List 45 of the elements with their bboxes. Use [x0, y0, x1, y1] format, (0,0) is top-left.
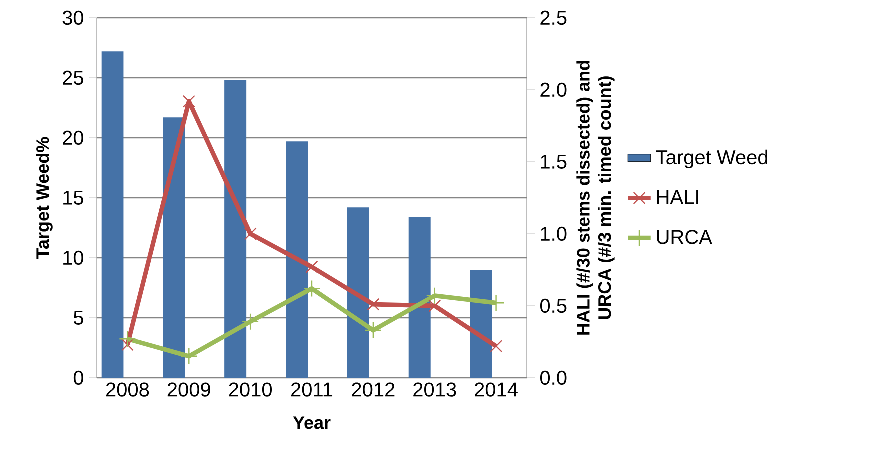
- y-tick-label: 20: [63, 130, 84, 146]
- y2-tick-label: 0.5: [540, 298, 567, 314]
- bar: [347, 208, 370, 378]
- bar: [408, 217, 431, 378]
- y-tick-label: 25: [63, 70, 84, 86]
- y-tick-label: 15: [64, 191, 84, 205]
- point: [242, 313, 260, 330]
- y2-tick-label: 2.5: [540, 10, 567, 26]
- y2-tick-label: 0.0: [540, 370, 567, 386]
- bar: [470, 270, 492, 378]
- y-tick-label: 5: [74, 311, 84, 325]
- point: [428, 300, 442, 312]
- point: [303, 280, 321, 298]
- y-tick-label: 0: [74, 370, 84, 386]
- point: [119, 330, 136, 348]
- y2-tick-label: 1.5: [541, 155, 567, 169]
- point: [244, 228, 257, 240]
- point: [121, 338, 134, 352]
- point: [364, 322, 382, 340]
- y-axis-title: Target Weed%: [36, 137, 53, 259]
- x-tick-label: 2014: [475, 382, 518, 397]
- legend-label: URCA: [657, 230, 712, 244]
- point: [182, 95, 196, 108]
- x-tick-label: 2008: [106, 382, 150, 397]
- x-tick-label: 2010: [229, 382, 272, 397]
- x-tick-label: 2009: [168, 382, 210, 397]
- x-tick-label: 2011: [292, 382, 333, 397]
- x-axis-title: Year: [293, 416, 331, 430]
- legend-label: Target Weed: [656, 150, 768, 169]
- bar: [224, 80, 247, 378]
- bar: [163, 118, 186, 378]
- y2-tick-label: 1.0: [541, 226, 567, 242]
- y-tick-label: 10: [64, 250, 84, 266]
- y-tick-label: 30: [62, 10, 84, 26]
- x-tick-label: 2013: [414, 382, 456, 397]
- legend-label: HALI: [657, 190, 698, 204]
- point: [180, 348, 198, 365]
- y2-tick-label: 2.0: [540, 82, 567, 98]
- point: [490, 340, 503, 353]
- x-tick-label: 2012: [352, 382, 395, 397]
- y2-axis-title: HALI (#/30 stems dissected) and URCA (#/3 min. timed count): [576, 61, 615, 335]
- bar: [102, 52, 124, 378]
- point: [306, 260, 318, 274]
- bar: [286, 142, 308, 378]
- point: [367, 298, 380, 311]
